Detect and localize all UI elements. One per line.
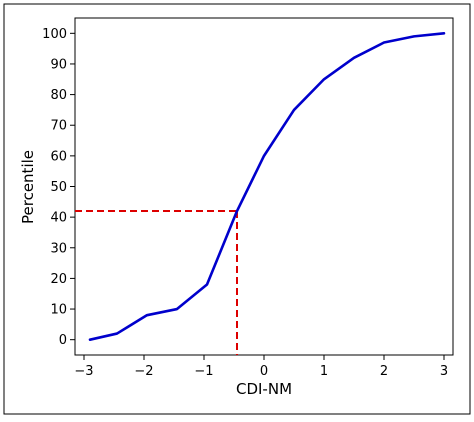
x-tick-label: −2 xyxy=(134,364,153,379)
y-tick-label: 80 xyxy=(50,88,67,103)
y-tick-label: 30 xyxy=(50,241,67,256)
y-tick-label: 20 xyxy=(50,272,67,287)
y-tick-label: 90 xyxy=(50,57,67,72)
y-tick-label: 60 xyxy=(50,149,67,164)
y-tick-label: 50 xyxy=(50,180,67,195)
x-tick-label: 0 xyxy=(260,364,268,379)
y-axis-label: Percentile xyxy=(19,150,37,224)
x-tick-label: 2 xyxy=(380,364,388,379)
y-tick-label: 70 xyxy=(50,119,67,134)
x-axis-label: CDI-NM xyxy=(236,380,292,398)
y-tick-label: 40 xyxy=(50,211,67,226)
x-tick-label: 1 xyxy=(320,364,328,379)
y-tick-label: 10 xyxy=(50,303,67,318)
x-tick-label: −3 xyxy=(74,364,93,379)
x-tick-label: 3 xyxy=(440,364,448,379)
x-tick-label: −1 xyxy=(194,364,213,379)
y-tick-label: 100 xyxy=(42,27,67,42)
y-tick-label: 0 xyxy=(59,333,67,348)
